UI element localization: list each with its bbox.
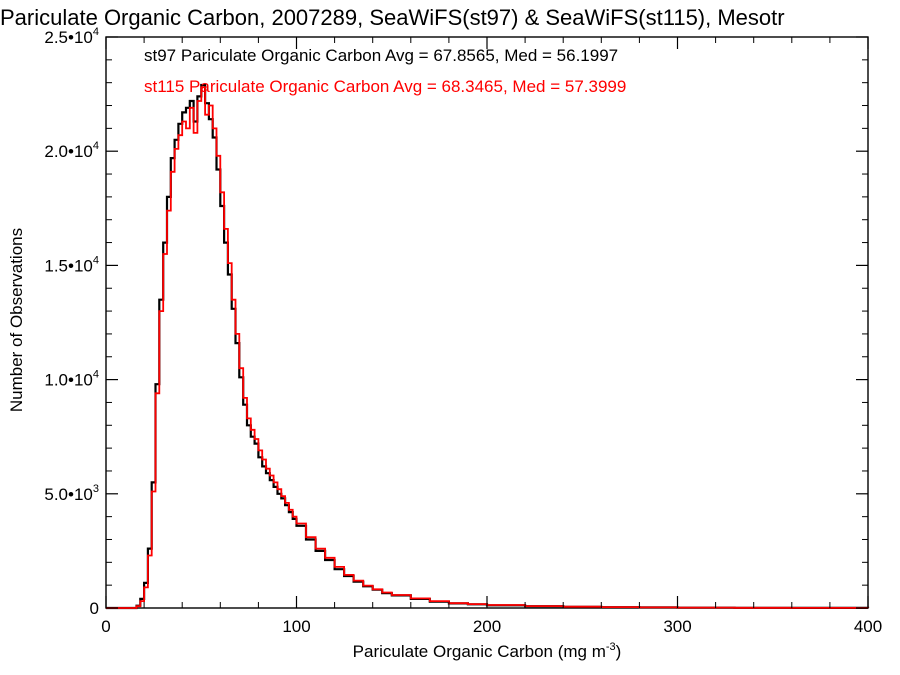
y-tick-mantissa: 2.0•10 bbox=[44, 142, 93, 161]
x-tick-label: 300 bbox=[663, 617, 691, 636]
y-tick-exponent: 3 bbox=[93, 483, 99, 495]
y-tick-label: 1.5•104 bbox=[44, 254, 99, 275]
y-tick-label: 1.0•104 bbox=[44, 369, 99, 390]
y-tick-label: 0 bbox=[90, 599, 99, 618]
y-tick-label: 5.0•103 bbox=[44, 483, 99, 504]
y-tick-label: 2.5•104 bbox=[44, 26, 99, 47]
y-tick-exponent: 4 bbox=[93, 140, 99, 152]
x-axis-label-sup: -3 bbox=[606, 641, 616, 653]
x-tick-label: 400 bbox=[854, 617, 882, 636]
chart-title: Pariculate Organic Carbon, 2007289, SeaW… bbox=[0, 5, 785, 30]
x-axis: 0 100 200 300 400 bbox=[101, 37, 882, 636]
x-axis-label-close: ) bbox=[616, 642, 622, 661]
y-tick-mantissa: 2.5•10 bbox=[44, 28, 93, 47]
y-tick-exponent: 4 bbox=[93, 369, 99, 381]
y-axis-label: Number of Observations bbox=[7, 228, 26, 412]
y-tick-mantissa: 1.0•10 bbox=[44, 371, 93, 390]
x-tick-label: 200 bbox=[473, 617, 501, 636]
y-tick-mantissa: 5.0•10 bbox=[44, 485, 93, 504]
x-tick-label: 100 bbox=[282, 617, 310, 636]
x-axis-label: Pariculate Organic Carbon (mg m-3) bbox=[353, 641, 622, 661]
y-tick-label: 2.0•104 bbox=[44, 140, 99, 161]
series-line-st115 bbox=[106, 86, 869, 609]
y-tick-exponent: 4 bbox=[93, 26, 99, 38]
plot-frame bbox=[105, 36, 869, 609]
y-tick-mantissa: 1.5•10 bbox=[44, 256, 93, 275]
x-tick-label: 0 bbox=[101, 617, 110, 636]
x-axis-label-main: Pariculate Organic Carbon (mg m bbox=[353, 642, 606, 661]
y-tick-exponent: 4 bbox=[93, 254, 99, 266]
legend-st97: st97 Pariculate Organic Carbon Avg = 67.… bbox=[144, 46, 618, 65]
y-tick-mantissa: 0 bbox=[90, 599, 99, 618]
series-layer bbox=[106, 83, 870, 610]
legend-st115: st115 Pariculate Organic Carbon Avg = 68… bbox=[144, 77, 626, 96]
